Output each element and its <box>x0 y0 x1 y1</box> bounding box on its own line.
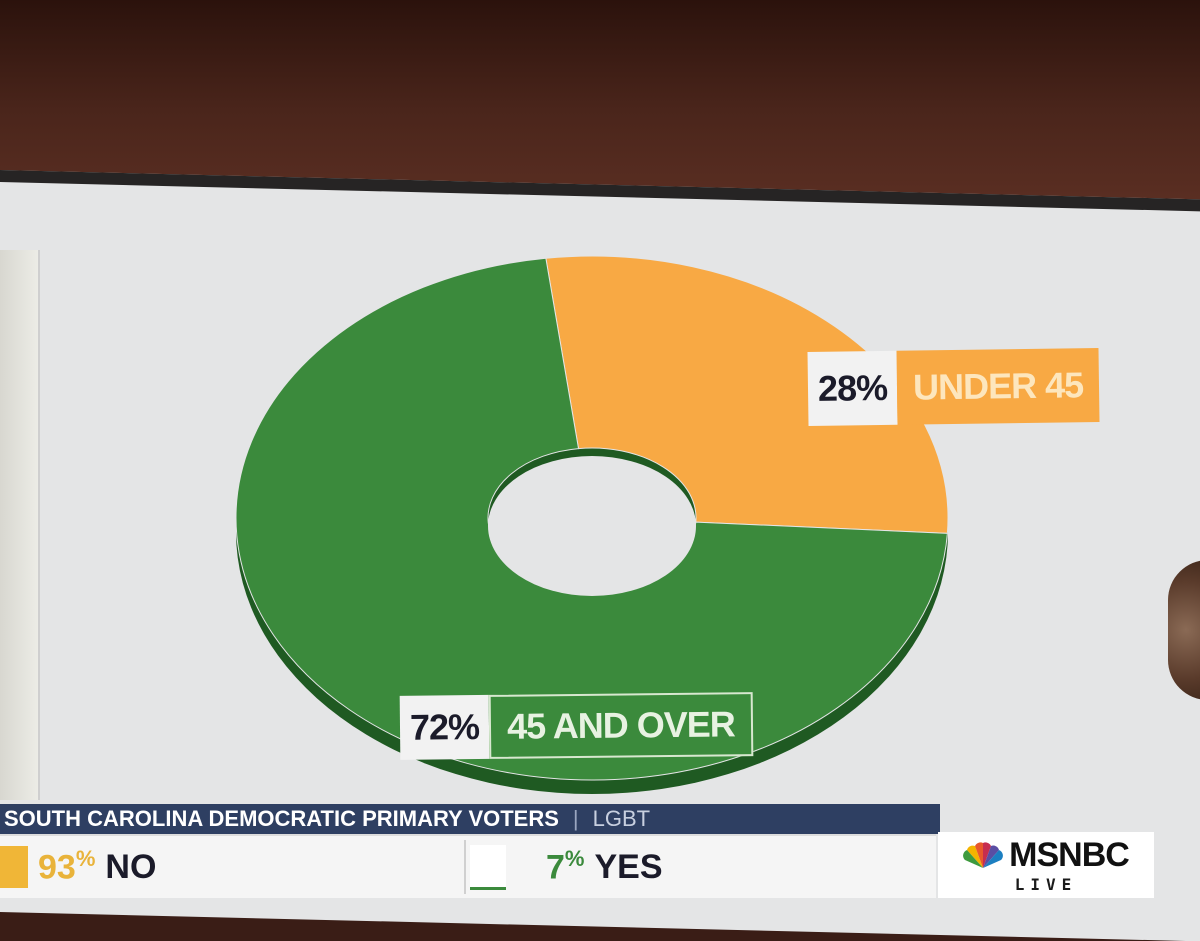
under-45-name: UNDER 45 <box>896 347 1100 425</box>
ticker-divider <box>464 840 466 894</box>
no-swatch <box>0 846 28 888</box>
donut-group <box>235 255 949 794</box>
screen-left-edge <box>0 250 40 800</box>
ticker-separator: | <box>572 806 579 831</box>
yes-unit: % <box>564 846 585 872</box>
over-45-label: 72% 45 AND OVER <box>399 692 754 760</box>
msnbc-logo: MSNBC LIVE <box>938 832 1154 898</box>
under-45-percent: 28% <box>807 350 898 427</box>
no-percent: 93% <box>38 846 95 887</box>
ticker-topic: LGBT <box>592 806 651 831</box>
yes-percent: 7% <box>546 846 584 887</box>
under-45-label: 28% UNDER 45 <box>807 347 1100 427</box>
over-45-name: 45 AND OVER <box>488 692 754 759</box>
ticker-header: SOUTH CAROLINA DEMOCRATIC PRIMARY VOTERS… <box>0 804 940 834</box>
no-value: 93 <box>38 848 76 887</box>
donut-slice <box>545 255 949 534</box>
donut-hole <box>488 456 696 596</box>
donut-chart <box>235 255 949 794</box>
ticker-item-yes: 7% YES <box>470 842 663 892</box>
presenter-hand <box>1168 560 1200 700</box>
no-answer: NO <box>105 847 157 886</box>
no-unit: % <box>75 846 96 872</box>
yes-answer: YES <box>594 847 663 886</box>
ticker-item-no: 93% NO <box>0 842 156 892</box>
over-45-percent: 72% <box>399 694 490 760</box>
yes-swatch <box>470 844 506 890</box>
logo-name: MSNBC <box>1009 836 1130 874</box>
ticker-headline: SOUTH CAROLINA DEMOCRATIC PRIMARY VOTERS <box>4 806 559 831</box>
lower-third-ticker: SOUTH CAROLINA DEMOCRATIC PRIMARY VOTERS… <box>0 800 940 900</box>
room-background <box>0 0 1200 200</box>
ticker-body: 93% NO 7% YES <box>0 834 936 898</box>
peacock-icon <box>963 841 1004 868</box>
logo-sub: LIVE <box>1014 875 1078 894</box>
yes-value: 7 <box>546 848 565 887</box>
